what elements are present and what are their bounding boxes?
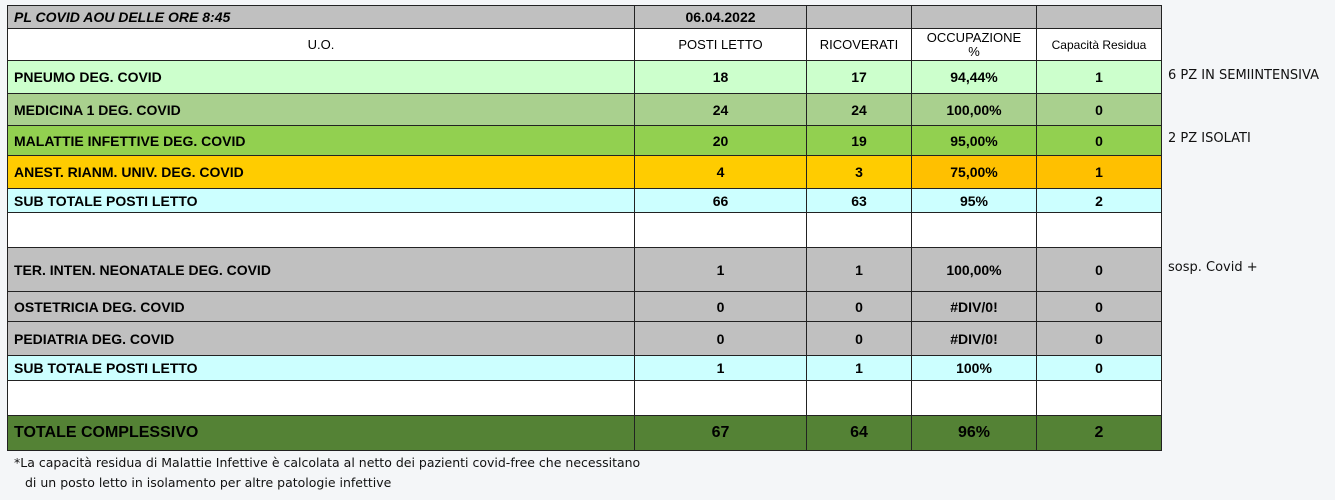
cell-name: SUB TOTALE POSTI LETTO: [7, 188, 635, 213]
col-posti: POSTI LETTO: [634, 28, 807, 61]
cell-occupazione: 100,00%: [911, 93, 1037, 126]
cell-capacita: 2: [1036, 415, 1162, 451]
cell-posti: 1: [634, 247, 807, 292]
title-row: PL COVID AOU DELLE ORE 8:45 06.04.2022: [7, 5, 1162, 29]
cell-occupazione: 75,00%: [911, 155, 1037, 189]
cell-ricoverati: 3: [806, 155, 912, 189]
col-ricoverati: RICOVERATI: [806, 28, 912, 61]
col-capacita: Capacità Residua: [1036, 28, 1162, 61]
cell-ricoverati: 19: [806, 125, 912, 156]
cell-name: OSTETRICIA DEG. COVID: [7, 291, 635, 322]
cell-ricoverati: 0: [806, 291, 912, 322]
report-date: 06.04.2022: [634, 5, 807, 29]
col-uo: U.O.: [7, 28, 635, 61]
cell-posti: 18: [634, 60, 807, 94]
cell-occupazione: 95%: [911, 188, 1037, 213]
cell-name: MEDICINA 1 DEG. COVID: [7, 93, 635, 126]
table-row: PEDIATRIA DEG. COVID 0 0 #DIV/0! 0: [7, 321, 1162, 356]
cell-name: SUB TOTALE POSTI LETTO: [7, 355, 635, 381]
cell-occupazione: 95,00%: [911, 125, 1037, 156]
cell-ricoverati: 24: [806, 93, 912, 126]
cell-occupazione: #DIV/0!: [911, 291, 1037, 322]
cell-occupazione: 94,44%: [911, 60, 1037, 94]
cell-occupazione: 100%: [911, 355, 1037, 381]
cell-posti: 4: [634, 155, 807, 189]
table-row: TOTALE COMPLESSIVO 67 64 96% 2: [7, 415, 1162, 451]
cell-name: TOTALE COMPLESSIVO: [7, 415, 635, 451]
cell-occupazione: #DIV/0!: [911, 321, 1037, 356]
cell-posti: 67: [634, 415, 807, 451]
cell-name: PNEUMO DEG. COVID: [7, 60, 635, 94]
table-row: SUB TOTALE POSTI LETTO 66 63 95% 2: [7, 188, 1162, 213]
table-row: MEDICINA 1 DEG. COVID 24 24 100,00% 0: [7, 93, 1162, 126]
row-note: sosp. Covid +: [1168, 260, 1258, 275]
cell-occupazione: 100,00%: [911, 247, 1037, 292]
cell-name: MALATTIE INFETTIVE DEG. COVID: [7, 125, 635, 156]
cell-posti: 1: [634, 355, 807, 381]
cell-capacita: 0: [1036, 291, 1162, 322]
cell-capacita: 0: [1036, 355, 1162, 381]
footnote-line-1: *La capacità residua di Malattie Infetti…: [14, 455, 641, 470]
cell-name: PEDIATRIA DEG. COVID: [7, 321, 635, 356]
cell-name: TER. INTEN. NEONATALE DEG. COVID: [7, 247, 635, 292]
cell-ricoverati: 17: [806, 60, 912, 94]
table-row: SUB TOTALE POSTI LETTO 1 1 100% 0: [7, 355, 1162, 381]
cell-occupazione: 96%: [911, 415, 1037, 451]
cell-posti: 20: [634, 125, 807, 156]
row-note: 2 PZ ISOLATI: [1168, 131, 1251, 146]
cell-capacita: 0: [1036, 321, 1162, 356]
cell-capacita: 0: [1036, 93, 1162, 126]
col-occupazione: OCCUPAZIONE %: [911, 28, 1037, 61]
cell-capacita: 0: [1036, 125, 1162, 156]
cell-capacita: 2: [1036, 188, 1162, 213]
cell-name: ANEST. RIANM. UNIV. DEG. COVID: [7, 155, 635, 189]
cell-posti: 66: [634, 188, 807, 213]
footnote-line-2: di un posto letto in isolamento per altr…: [25, 475, 392, 490]
report-title: PL COVID AOU DELLE ORE 8:45: [7, 5, 635, 29]
empty-row: [7, 212, 1162, 248]
cell-posti: 0: [634, 321, 807, 356]
cell-posti: 24: [634, 93, 807, 126]
cell-posti: 0: [634, 291, 807, 322]
cell-ricoverati: 64: [806, 415, 912, 451]
cell-capacita: 0: [1036, 247, 1162, 292]
table-row: ANEST. RIANM. UNIV. DEG. COVID 4 3 75,00% 1: [7, 155, 1162, 189]
cell-ricoverati: 1: [806, 247, 912, 292]
cell-ricoverati: 1: [806, 355, 912, 381]
table-row: PNEUMO DEG. COVID 18 17 94,44% 1: [7, 60, 1162, 94]
empty-row: [7, 380, 1162, 416]
table-row: TER. INTEN. NEONATALE DEG. COVID 1 1 100,00…: [7, 247, 1162, 292]
table-row: OSTETRICIA DEG. COVID 0 0 #DIV/0! 0: [7, 291, 1162, 322]
table-row: MALATTIE INFETTIVE DEG. COVID 20 19 95,00% 0: [7, 125, 1162, 156]
cell-capacita: 1: [1036, 60, 1162, 94]
cell-ricoverati: 0: [806, 321, 912, 356]
column-header-row: U.O. POSTI LETTO RICOVERATI OCCUPAZIONE …: [7, 28, 1162, 61]
cell-capacita: 1: [1036, 155, 1162, 189]
cell-ricoverati: 63: [806, 188, 912, 213]
covid-beds-table: PL COVID AOU DELLE ORE 8:45 06.04.2022 U…: [7, 5, 1162, 451]
row-note: 6 PZ IN SEMIINTENSIVA: [1168, 67, 1319, 83]
